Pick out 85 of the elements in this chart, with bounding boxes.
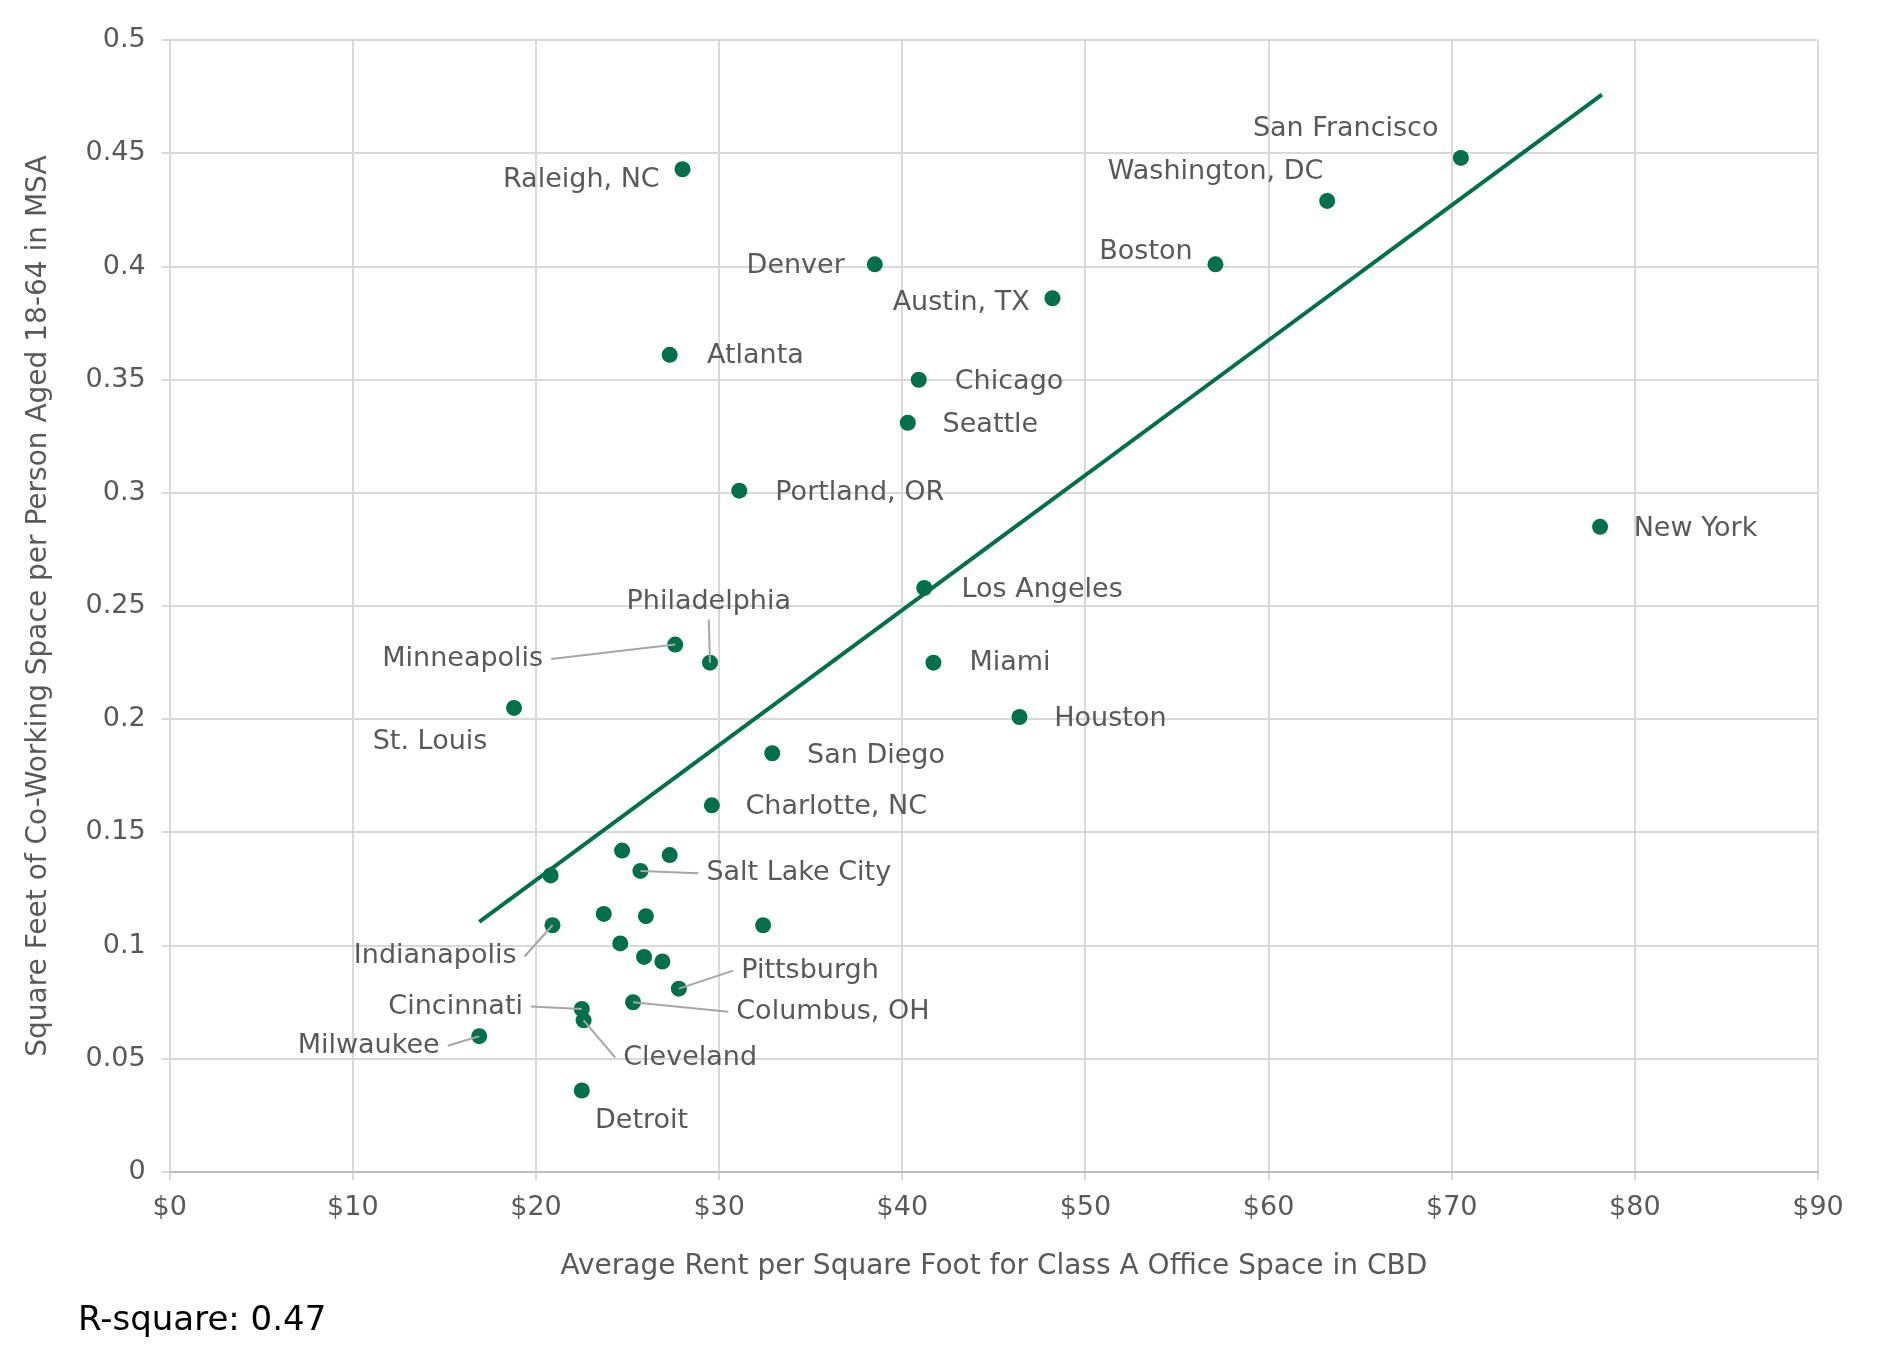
point [670,980,687,997]
annotation: Houston [1054,701,1167,733]
point [661,346,678,363]
point [764,745,781,762]
annotation: Milwaukee [297,1027,440,1059]
y-tick-label: 0.4 [102,248,146,280]
point [573,1082,590,1099]
annotation: Cleveland [623,1039,758,1071]
y-axis-title: Square Feet of Co-Working Space per Person Aged 18-64 in MSA [20,155,54,1057]
y-tick-label: 0.5 [102,22,146,54]
annotation: San Diego [807,737,946,769]
point [637,908,654,925]
point [701,654,718,671]
point [866,256,883,273]
point [1319,192,1336,209]
x-tick-label: $60 [1242,1190,1295,1222]
point [471,1028,488,1045]
point [667,636,684,653]
point [661,847,678,864]
point [1044,290,1061,307]
annotation: Minneapolis [382,641,544,672]
annotation: Portland, OR [775,475,945,507]
point [632,862,649,879]
annotation: St. Louis [372,723,488,755]
point [1452,149,1469,166]
y-tick-label: 0.45 [85,135,146,167]
x-tick-label: $0 [152,1190,187,1222]
annotation: Detroit [594,1102,689,1134]
annotation: Los Angeles [961,572,1123,604]
point [636,948,653,965]
point [506,699,523,716]
y-tick-label: 0.3 [102,474,146,506]
point [1011,709,1028,726]
annotation: Charlotte, NC [745,788,928,820]
point [925,654,942,671]
annotation: New York [1633,511,1758,543]
point [542,867,559,884]
annotation: Cincinnati [388,988,523,1020]
annotation: Washington, DC [1107,154,1324,186]
point [654,953,671,970]
annotation: Philadelphia [626,583,792,615]
point [731,482,748,499]
annotation: San Francisco [1252,111,1439,143]
y-tick-label: 0.05 [85,1040,146,1072]
annotation: Salt Lake City [706,855,892,887]
x-tick-label: $50 [1059,1190,1112,1222]
x-tick-label: $20 [510,1190,562,1222]
point [910,371,927,388]
x-tick-label: $30 [693,1190,745,1222]
point [916,579,933,596]
annotation: Columbus, OH [736,993,930,1025]
point [595,905,612,922]
y-tick-label: 0.25 [85,588,146,620]
point [674,161,691,178]
x-tick-label: $40 [876,1190,929,1222]
point [899,414,916,431]
annotation: Indianapolis [353,938,517,970]
y-tick-label: 0.2 [102,701,146,733]
point [612,935,629,952]
point [614,842,631,859]
x-tick-label: $70 [1425,1190,1478,1222]
y-tick-label: 0 [128,1154,146,1186]
annotation: Raleigh, NC [502,162,660,194]
annotation: Pittsburgh [741,952,879,984]
annotation: Atlanta [706,338,804,370]
point [1592,518,1609,535]
annotation: Denver [746,247,846,279]
x-tick-label: $90 [1792,1190,1844,1222]
x-tick-label: $80 [1609,1190,1661,1222]
annotation: Miami [969,644,1051,676]
y-tick-label: 0.35 [85,361,146,393]
y-tick-label: 0.15 [85,814,146,846]
x-tick-label: $10 [327,1190,379,1222]
point [575,1012,592,1029]
point [703,797,720,814]
y-tick-label: 0.1 [102,927,146,959]
annotation: Austin, TX [892,285,1030,317]
point [625,994,642,1011]
annotation: Chicago [954,364,1064,396]
annotation: Boston [1099,234,1193,266]
point [1207,256,1224,273]
annotation: Seattle [942,407,1039,439]
text: R-square: 0.47 [78,1298,328,1338]
point [755,917,772,934]
x-axis-title: Average Rent per Square Foot for Class A Office Space in CBD [560,1248,1428,1282]
